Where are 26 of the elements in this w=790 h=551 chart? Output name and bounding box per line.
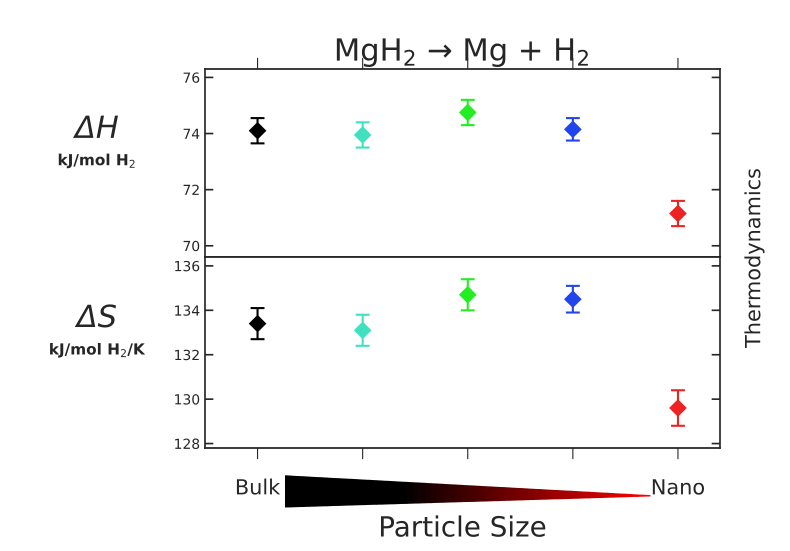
text: Thermodynamics <box>744 169 765 348</box>
x-axis-title: Particle Size <box>380 515 546 537</box>
point <box>564 290 582 308</box>
y-tick-label: 136 <box>175 260 200 272</box>
point <box>354 126 372 144</box>
point <box>669 204 687 222</box>
point <box>249 122 266 140</box>
x-tick-label: Nano <box>652 479 704 495</box>
y-axis-title: ΔH kJ/mol H$_{2}$ <box>58 116 135 168</box>
chart-title: MgH$_{2}$ → Mg + H$_{2}$ <box>336 38 588 67</box>
point <box>669 399 687 417</box>
point <box>354 322 372 339</box>
y-tick-label: 130 <box>175 394 200 405</box>
y-tick-label: 128 <box>175 438 200 450</box>
x-tick-label: Bulk <box>236 478 280 495</box>
point <box>249 315 266 332</box>
point <box>564 120 582 138</box>
point <box>459 286 476 304</box>
y-axis-title: ΔS kJ/mol H$_{2}$/K <box>50 304 146 358</box>
y-tick-label: 134 <box>175 305 200 316</box>
y-tick-label: 72 <box>184 184 199 195</box>
point <box>459 104 476 122</box>
y-tick-label: 74 <box>184 128 200 139</box>
y-tick-label: 70 <box>184 240 200 252</box>
y-tick-label: 132 <box>175 350 199 360</box>
y-tick-label: 76 <box>184 72 200 83</box>
